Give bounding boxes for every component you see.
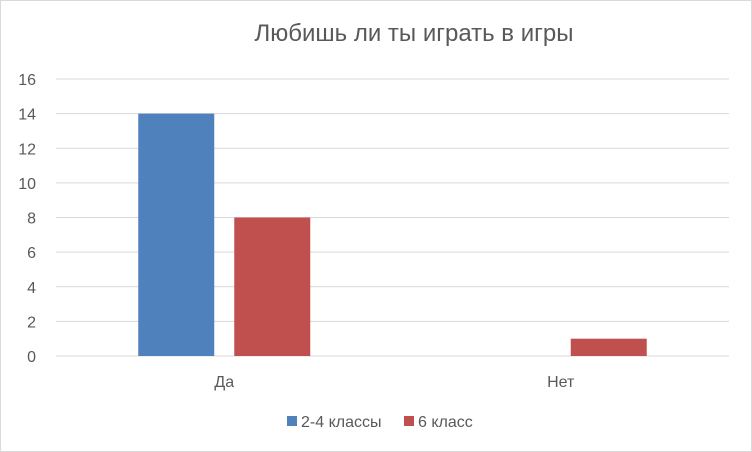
legend-item[interactable]: 6 класс <box>404 414 473 431</box>
bar[interactable] <box>570 338 647 356</box>
chart-title: Любишь ли ты играть в игры <box>255 20 574 47</box>
y-tick-label: 16 <box>18 72 36 89</box>
legend-swatch <box>287 416 297 426</box>
x-axis-categories: Да Нет <box>214 374 575 391</box>
legend-swatch <box>404 416 414 426</box>
y-tick-label: 6 <box>27 245 36 262</box>
y-tick-label: 4 <box>27 280 36 297</box>
x-category-label: Да <box>214 374 234 391</box>
y-tick-label: 8 <box>27 211 36 228</box>
y-tick-label: 10 <box>18 176 36 193</box>
legend[interactable]: 2-4 классы 6 класс <box>287 414 473 431</box>
y-axis-ticks: 0 2 4 6 8 10 12 14 16 <box>18 72 36 366</box>
y-tick-label: 0 <box>27 349 36 366</box>
y-tick-label: 14 <box>18 107 36 124</box>
bar[interactable] <box>138 113 215 356</box>
x-category-label: Нет <box>547 374 575 391</box>
legend-item[interactable]: 2-4 классы <box>287 414 381 431</box>
legend-label: 2-4 классы <box>301 414 381 431</box>
bar[interactable] <box>234 217 311 357</box>
y-tick-label: 2 <box>27 314 36 331</box>
y-tick-label: 12 <box>18 141 36 158</box>
legend-label: 6 класс <box>418 414 473 431</box>
bars <box>138 113 647 357</box>
